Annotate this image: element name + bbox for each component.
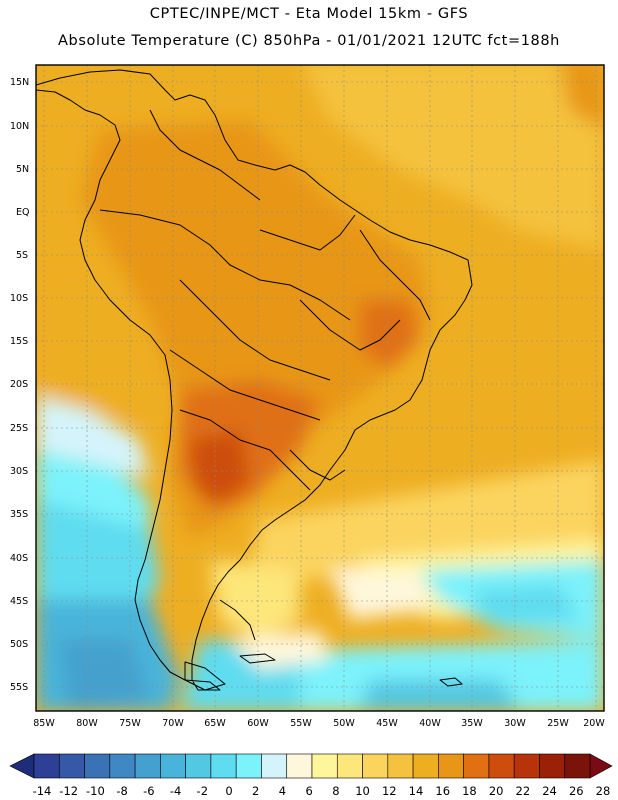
colorbar-label: 20 (489, 784, 504, 798)
lon-label: 70W (162, 718, 184, 729)
colorbar-swatch (513, 753, 540, 779)
colorbar-label: -14 (33, 784, 52, 798)
lon-label: 25W (547, 718, 569, 729)
colorbar-swatch (33, 753, 60, 779)
colorbar-swatch (311, 753, 338, 779)
colorbar-swatch (160, 753, 186, 779)
map-title-line2: Absolute Temperature (C) 850hPa - 01/01/… (58, 33, 560, 49)
colorbar-swatch (412, 753, 439, 779)
lon-label: 60W (247, 718, 269, 729)
colorbar-under-arrow (9, 753, 35, 779)
colorbar-swatch (261, 753, 288, 779)
colorbar-label: -10 (86, 784, 105, 798)
colorbar-label: 12 (382, 784, 397, 798)
lon-label: 50W (333, 718, 355, 729)
colorbar-label: 2 (252, 784, 259, 798)
colorbar-swatch (235, 753, 262, 779)
colorbar: -14 -12 -10 -8 -6 -4 -2 0 2 4 6 8 10 12 14 16 18 20 22 24 26… (9, 753, 613, 798)
lon-label: 35W (461, 718, 483, 729)
coastline (36, 69, 473, 691)
colorbar-swatch (387, 753, 414, 779)
colorbar-swatch (488, 753, 515, 779)
longitude-labels: 85W 80W 75W 70W 65W 60W 55W 50W 45W 40W … (33, 718, 605, 729)
colorbar-swatch (210, 753, 237, 779)
map-title-line1: CPTEC/INPE/MCT - Eta Model 15km - GFS (149, 6, 469, 22)
colorbar-label: 10 (355, 784, 370, 798)
map-frame (35, 64, 605, 712)
lat-label: 35S (10, 509, 28, 520)
colorbar-label: 16 (435, 784, 450, 798)
colorbar-over-arrow (589, 753, 613, 779)
lat-label: 15N (10, 77, 29, 88)
colorbar-label: 26 (569, 784, 584, 798)
colorbar-label: -4 (170, 784, 181, 798)
colorbar-swatch (109, 753, 136, 779)
colorbar-swatch (564, 753, 591, 779)
lat-label: 25S (10, 423, 28, 434)
colorbar-label: 24 (542, 784, 557, 798)
lat-label: 5S (16, 250, 28, 261)
colorbar-label: 18 (462, 784, 477, 798)
colorbar-label: 6 (305, 784, 312, 798)
colorbar-label: -12 (59, 784, 78, 798)
colorbar-label: -6 (143, 784, 154, 798)
lat-label: 20S (10, 379, 28, 390)
colorbar-swatch (539, 753, 566, 779)
colorbar-swatch (362, 753, 389, 779)
colorbar-label: 0 (225, 784, 232, 798)
lat-label: 10N (10, 121, 29, 132)
colorbar-swatch (185, 753, 212, 779)
lat-label: 15S (10, 336, 28, 347)
lat-label: 40S (10, 553, 28, 564)
lat-label: EQ (16, 207, 29, 218)
colorbar-swatch (286, 753, 313, 779)
colorbar-swatch (134, 753, 161, 779)
lat-label: 50S (10, 639, 28, 650)
temperature-field (36, 65, 604, 711)
colorbar-label: 14 (409, 784, 424, 798)
colorbar-label: 8 (332, 784, 339, 798)
lat-label: 45S (10, 596, 28, 607)
lon-label: 30W (504, 718, 526, 729)
colorbar-swatch (463, 753, 490, 779)
lat-label: 55S (10, 682, 28, 693)
colorbar-label: 22 (516, 784, 531, 798)
lat-label: 30S (10, 466, 28, 477)
lon-label: 40W (419, 718, 441, 729)
lon-label: 45W (376, 718, 398, 729)
colorbar-swatch (84, 753, 111, 779)
colorbar-swatch (336, 753, 363, 779)
lon-label: 75W (119, 718, 141, 729)
lon-label: 55W (290, 718, 312, 729)
colorbar-swatch (438, 753, 464, 779)
colorbar-label: -2 (197, 784, 208, 798)
lon-label: 85W (33, 718, 55, 729)
lat-label: 10S (10, 293, 28, 304)
colorbar-label: -8 (116, 784, 127, 798)
lon-label: 80W (76, 718, 98, 729)
lat-label: 5N (16, 164, 29, 175)
lon-label: 20W (583, 718, 605, 729)
colorbar-label: 28 (596, 784, 611, 798)
latitude-labels: 15N 10N 5N EQ 5S 10S 15S 20S 25S 30S 35S… (10, 77, 29, 693)
colorbar-swatch (58, 753, 85, 779)
lon-label: 65W (204, 718, 226, 729)
colorbar-label: 4 (279, 784, 286, 798)
